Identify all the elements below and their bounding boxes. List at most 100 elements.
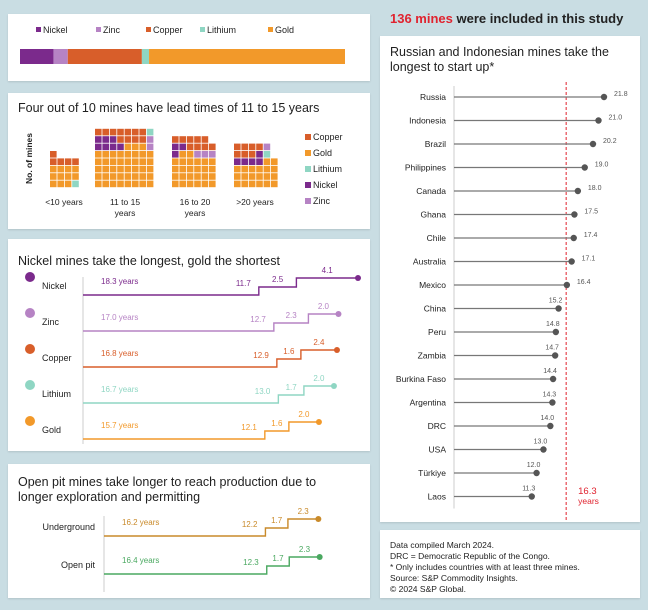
waffle-cell-lithium: [72, 180, 79, 188]
country-label: Peru: [428, 327, 446, 337]
waffle-cell-gold: [64, 165, 72, 173]
waffle-cell-gold: [102, 165, 109, 173]
step-line-nickel: [83, 277, 358, 296]
waffle-cell-gold: [109, 165, 117, 173]
waffle-cell-gold: [109, 151, 117, 158]
waffle-cell-copper: [248, 143, 256, 151]
country-label: Brazil: [425, 139, 446, 149]
total-label-underground: 16.2 years: [122, 518, 159, 527]
waffle-cell-nickel: [256, 158, 263, 165]
value-label: 14.4: [543, 368, 557, 375]
waffle-cell-gold: [117, 180, 124, 188]
waffle-cell-gold: [179, 158, 186, 165]
waffle-cell-copper: [95, 128, 102, 136]
waffle-cell-gold: [172, 173, 179, 180]
waffle-cell-copper: [50, 151, 57, 158]
legend-swatch-gold: [268, 27, 273, 32]
waffle-cell-copper: [132, 128, 139, 136]
series-label-underground: Underground: [42, 522, 95, 532]
waffle-cell-gold: [117, 158, 124, 165]
waffle-cell-gold: [57, 180, 64, 188]
legend-dot-copper: [25, 344, 35, 354]
waffle-cell-gold: [263, 158, 271, 165]
waffle-cell-gold: [132, 165, 139, 173]
bar-segment-zinc: [53, 49, 68, 64]
commodity-share-chart: Nickel Zinc Copper Lithium Gold: [20, 25, 345, 64]
legend-swatch-nickel: [36, 27, 41, 32]
stage-label-open_pit: 1.7: [272, 554, 284, 563]
waffle-cell-gold: [271, 173, 278, 180]
step-line-lithium: [83, 385, 334, 404]
legend-swatch-copper: [146, 27, 151, 32]
waffle-cell-copper: [179, 136, 186, 143]
lollipop-dot: [581, 164, 588, 171]
waffle-cell-gold: [64, 173, 72, 180]
waffle-cell-gold: [50, 173, 57, 180]
waffle-cell-zinc: [194, 151, 201, 158]
waffle-cell-copper: [201, 143, 209, 151]
value-label: 15.2: [549, 298, 563, 305]
waffle-cell-nickel: [95, 143, 102, 151]
waffle-cell-nickel: [102, 136, 109, 143]
waffle-cell-gold: [132, 158, 139, 165]
lollipop-dot: [570, 234, 577, 242]
stage-label-nickel: 11.7: [236, 279, 252, 288]
lollipop-dot: [551, 352, 559, 359]
value-label: 13.0: [534, 439, 548, 446]
waffle-cell-gold: [124, 180, 132, 188]
waffle-cell-copper: [72, 158, 79, 165]
stage-label-open_pit: 2.3: [299, 545, 311, 554]
lollipop-dot: [568, 258, 575, 265]
waffle-group-label: 16 to 20: [180, 197, 211, 207]
waffle-cell-gold: [186, 180, 194, 188]
country-label: China: [424, 304, 446, 314]
waffle-cell-gold: [256, 173, 263, 180]
commodity-step-chart: Nickel 18.3 years 11.7 2.5 4.1 Zinc 17.0 years…: [25, 266, 361, 444]
series-label-open_pit: Open pit: [61, 560, 96, 570]
waffle-cell-gold: [172, 180, 179, 188]
waffle-cell-gold: [102, 173, 109, 180]
stage-label-lithium: 13.0: [255, 387, 271, 396]
waffle-cell-copper: [234, 143, 241, 151]
waffle-cell-gold: [234, 180, 241, 188]
legend-dot-zinc: [25, 308, 35, 318]
footer-line: DRC = Democratic Republic of the Congo.: [390, 551, 550, 561]
lollipop-dot: [540, 446, 547, 453]
legend-dot-nickel: [25, 272, 35, 282]
waffle-cell-gold: [271, 158, 278, 165]
legend-swatch-lithium: [200, 27, 205, 32]
value-label: 14.7: [545, 345, 559, 352]
step-line-underground: [104, 518, 319, 537]
legend-dot-lithium: [25, 380, 35, 390]
waffle-group-label: <10 years: [45, 197, 83, 207]
bar-segment-nickel: [20, 49, 54, 64]
waffle-cell-copper: [109, 128, 117, 136]
lollipop-dot: [595, 117, 602, 124]
stage-label-zinc: 2.0: [318, 302, 330, 311]
waffle-cell-gold: [248, 173, 256, 180]
lollipop-dot: [563, 281, 571, 289]
legend-label-zinc: Zinc: [313, 196, 331, 206]
waffle-cell-copper: [139, 136, 146, 143]
waffle-cell-copper: [194, 136, 201, 143]
waffle-cell-copper: [132, 136, 139, 143]
country-chart-title: Russian and Indonesian mines take the lo…: [390, 45, 609, 74]
value-label: 14.8: [546, 321, 560, 328]
waffle-cell-gold: [124, 158, 132, 165]
country-label: Canada: [416, 186, 446, 196]
waffle-cell-gold: [201, 180, 209, 188]
waffle-cell-gold: [186, 151, 194, 158]
waffle-cell-copper: [117, 136, 124, 143]
commodity-share-panel: Nickel Zinc Copper Lithium Gold: [8, 14, 370, 81]
waffle-cell-gold: [271, 165, 278, 173]
waffle-cell-gold: [263, 180, 271, 188]
waffle-cell-gold: [124, 151, 132, 158]
end-point-open_pit: [316, 554, 323, 560]
legend-swatch-gold: [305, 150, 311, 156]
series-label-zinc: Zinc: [42, 317, 60, 327]
waffle-cell-gold: [109, 173, 117, 180]
bar-segment-lithium: [141, 49, 150, 64]
country-label: Philippines: [405, 163, 446, 173]
